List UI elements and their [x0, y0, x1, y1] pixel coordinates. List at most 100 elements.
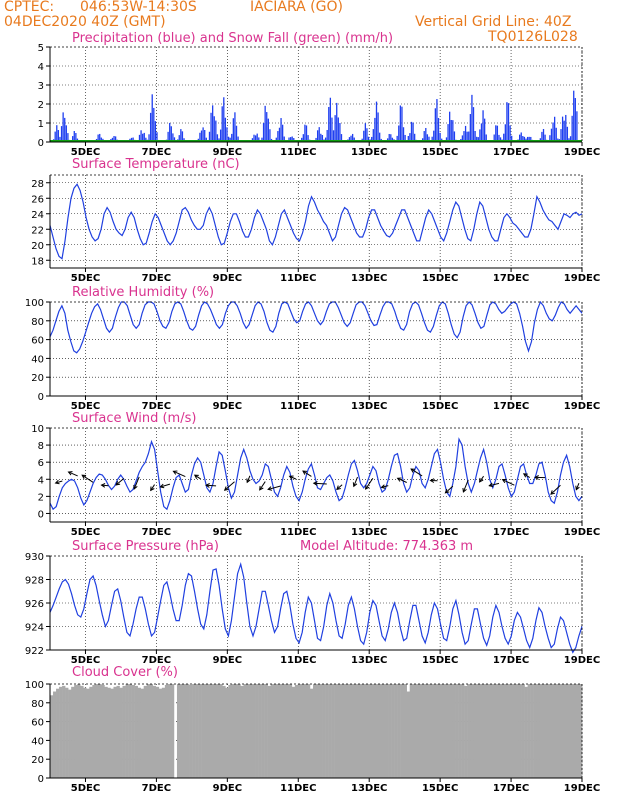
- cloud-bar: [95, 684, 99, 778]
- precip-bar: [434, 108, 436, 142]
- precip-bar: [281, 124, 284, 142]
- precip-bar: [499, 137, 502, 142]
- precip-bar: [181, 131, 184, 142]
- pressure-annotation: Model Altitude: 774.363 m: [300, 539, 473, 554]
- precip-bar: [326, 129, 328, 142]
- precip-bar: [231, 133, 233, 142]
- precip-bar: [541, 131, 543, 142]
- precip-bar: [213, 116, 215, 142]
- precip-bar: [552, 122, 554, 142]
- precip-bar: [224, 117, 227, 142]
- precip-bar: [321, 135, 324, 142]
- pressure-xtick-label: 9DEC: [213, 655, 242, 666]
- precip-bar: [204, 129, 206, 142]
- cloud-bar: [152, 685, 157, 778]
- cloud-bar: [128, 684, 132, 778]
- precip-bar: [401, 106, 403, 142]
- humidity-xtick-label: 15DEC: [422, 401, 458, 412]
- precip-bar: [169, 122, 171, 142]
- precip-bar: [113, 136, 115, 142]
- temperature-xtick-label: 7DEC: [142, 273, 171, 284]
- cloud-bar: [80, 685, 84, 778]
- wind-series-line: [49, 437, 583, 511]
- cloud-bar: [427, 684, 432, 778]
- precip-bar: [431, 136, 433, 142]
- temperature-ytick-label: 22: [31, 225, 44, 236]
- precip-bar: [226, 127, 228, 142]
- precip-bar: [461, 135, 464, 142]
- precip-bar: [477, 137, 479, 142]
- precip-bar: [423, 131, 425, 142]
- cloud-bar: [210, 684, 214, 778]
- wind-arrow-head: [550, 490, 556, 495]
- precip-bar: [348, 137, 351, 142]
- precip-bar: [172, 133, 174, 142]
- precip-bar: [266, 112, 268, 142]
- precip-title: Precipitation (blue) and Snow Fall (gree…: [72, 31, 393, 46]
- cloud-bar: [494, 684, 498, 778]
- precip-bar: [215, 120, 217, 142]
- cloud-bar: [349, 684, 353, 778]
- cloud-bar: [276, 684, 281, 778]
- cloud-bar: [458, 684, 462, 778]
- cloud-bar: [143, 685, 148, 778]
- cloud-bar: [125, 684, 129, 778]
- precip-bar: [426, 134, 429, 142]
- wind-arrow-head: [444, 488, 450, 494]
- wind-ytick-label: 4: [38, 475, 44, 486]
- precip-bar: [267, 118, 269, 142]
- cloud-bar: [560, 684, 565, 778]
- precip-xtick-label: 13DEC: [351, 147, 387, 158]
- precip-ytick-label: 3: [38, 81, 44, 92]
- cloud-bar: [497, 684, 501, 778]
- cloud-bar: [83, 687, 87, 778]
- cloud-bar: [74, 684, 78, 778]
- wind-arrow-head: [522, 473, 528, 478]
- precip-bar: [100, 137, 102, 142]
- cloud-bar: [101, 684, 105, 778]
- precip-bar: [353, 137, 355, 142]
- precip-bar: [72, 136, 74, 142]
- cloud-bar: [279, 684, 284, 778]
- humidity-series-line: [49, 300, 583, 354]
- pressure-ytick-label: 922: [25, 646, 44, 657]
- cloud-xtick-label: 7DEC: [142, 783, 171, 794]
- wind-arrow: [160, 483, 171, 488]
- precip-bar: [318, 127, 320, 142]
- temperature-xtick-label: 9DEC: [213, 273, 242, 284]
- cloud-bar: [578, 684, 583, 778]
- cloud-bar: [158, 688, 163, 778]
- wind-arrow: [289, 475, 297, 480]
- wind-arrow-head: [288, 475, 294, 480]
- wind-arrow: [302, 470, 312, 477]
- precip-xtick-label: 17DEC: [493, 147, 529, 158]
- cloud-bar: [539, 684, 544, 778]
- wind-arrow-head: [488, 482, 494, 488]
- precip-bar: [205, 137, 207, 142]
- cloud-bar: [467, 684, 471, 778]
- cloud-bar: [449, 684, 453, 778]
- precip-bar: [208, 131, 211, 142]
- cloud-bar: [207, 684, 211, 778]
- precip-bar: [372, 129, 374, 142]
- precip-bar: [331, 117, 333, 142]
- cloud-bar: [524, 686, 528, 778]
- wind-arrow: [489, 482, 500, 487]
- cloud-bar: [243, 684, 247, 778]
- cloud-bar: [452, 684, 456, 778]
- cloud-bar: [240, 685, 244, 778]
- cloud-bar: [110, 688, 114, 778]
- precip-bar: [170, 126, 172, 142]
- wind-arrow: [68, 471, 78, 477]
- precip-bar: [410, 121, 413, 142]
- humidity-ytick-label: 80: [31, 317, 44, 328]
- wind-arrow: [523, 473, 530, 478]
- cloud-bar: [382, 684, 386, 778]
- precip-bar: [433, 130, 435, 142]
- precip-bar: [553, 116, 556, 142]
- cloud-bar: [170, 684, 175, 778]
- cloud-bar: [201, 684, 205, 778]
- wind-arrow: [267, 485, 281, 490]
- cloud-bar: [364, 684, 368, 778]
- cloud-bar: [551, 684, 556, 778]
